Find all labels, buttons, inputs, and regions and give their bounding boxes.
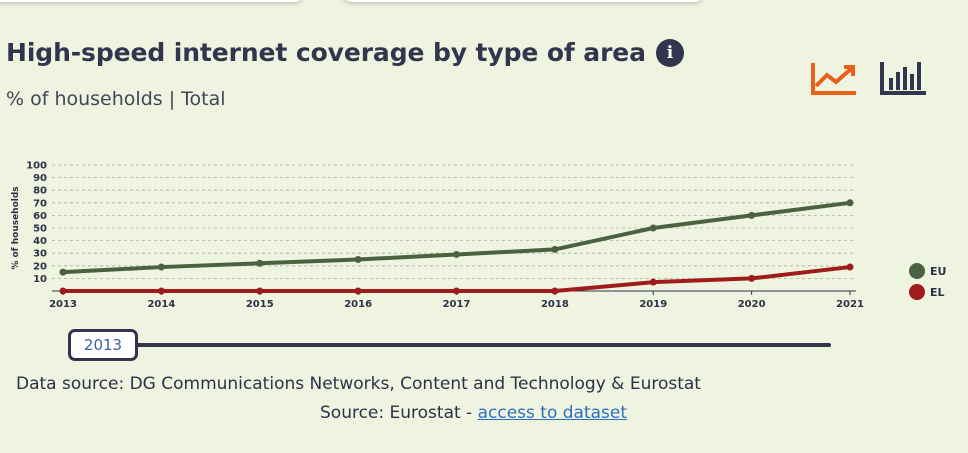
legend-marker-el [909, 284, 925, 300]
y-tick-label: 70 [33, 198, 47, 209]
data-point-eu [453, 250, 460, 258]
y-tick-label: 40 [33, 236, 47, 247]
y-tick-label: 10 [33, 274, 47, 285]
legend-label-eu: EU [930, 265, 946, 278]
y-tick-label: 50 [33, 224, 47, 235]
info-icon[interactable]: i [655, 38, 684, 67]
x-tick-label: 2020 [738, 299, 766, 310]
bar-chart-button[interactable] [878, 58, 928, 98]
data-point-el [551, 287, 559, 295]
series-line-el [61, 265, 852, 293]
source-line: Source: Eurostat - access to dataset [320, 403, 627, 423]
legend-label-el: EL [930, 286, 945, 299]
data-point-eu [649, 224, 657, 232]
data-source-text: Data source: DG Communications Networks,… [16, 374, 701, 394]
top-card-left [0, 0, 304, 2]
top-card-right [342, 0, 704, 2]
data-point-eu [748, 211, 756, 219]
x-tick-label: 2014 [147, 299, 175, 310]
data-point-eu [354, 256, 362, 263]
y-tick-label: 80 [33, 186, 47, 197]
data-point-el [846, 263, 854, 271]
access-dataset-link[interactable]: access to dataset [477, 403, 628, 423]
x-tick-label: 2015 [246, 299, 274, 310]
x-tick-label: 2016 [344, 299, 372, 310]
x-tick-label: 2018 [541, 299, 569, 310]
data-point-eu [157, 263, 165, 271]
series-line-eu [61, 200, 852, 275]
page-subtitle: % of households | Total [6, 88, 226, 110]
data-point-el [59, 287, 67, 295]
data-point-eu [256, 259, 264, 267]
data-point-el [256, 287, 264, 295]
data-point-el [649, 278, 657, 286]
data-point-el [157, 287, 165, 295]
y-tick-label: 30 [33, 249, 47, 260]
line-chart-icon [811, 63, 856, 95]
data-point-eu [551, 245, 559, 253]
x-tick-label: 2013 [49, 299, 77, 310]
y-axis-label: % of households [11, 186, 21, 269]
y-tick-label: 90 [33, 173, 47, 184]
year-slider-track[interactable] [134, 343, 831, 347]
title-row: High-speed internet coverage by type of … [6, 38, 684, 67]
source-prefix: Source: Eurostat - [320, 403, 478, 423]
y-tick-label: 60 [33, 211, 47, 222]
y-tick-label: 100 [26, 161, 47, 172]
data-point-eu [846, 199, 854, 207]
x-tick-label: 2017 [443, 299, 471, 310]
y-tick-label: 20 [33, 261, 47, 272]
x-tick-label: 2019 [639, 299, 667, 310]
data-point-eu [59, 268, 67, 276]
bar-chart-icon [880, 62, 926, 95]
data-point-el [453, 287, 460, 295]
data-point-el [354, 287, 362, 295]
data-point-el [748, 274, 756, 282]
line-chart-button[interactable] [808, 58, 858, 98]
page-title: High-speed internet coverage by type of … [6, 38, 646, 67]
x-tick-label: 2021 [836, 299, 864, 310]
year-slider-handle[interactable]: 2013 [68, 329, 138, 361]
legend-marker-eu [909, 263, 925, 279]
